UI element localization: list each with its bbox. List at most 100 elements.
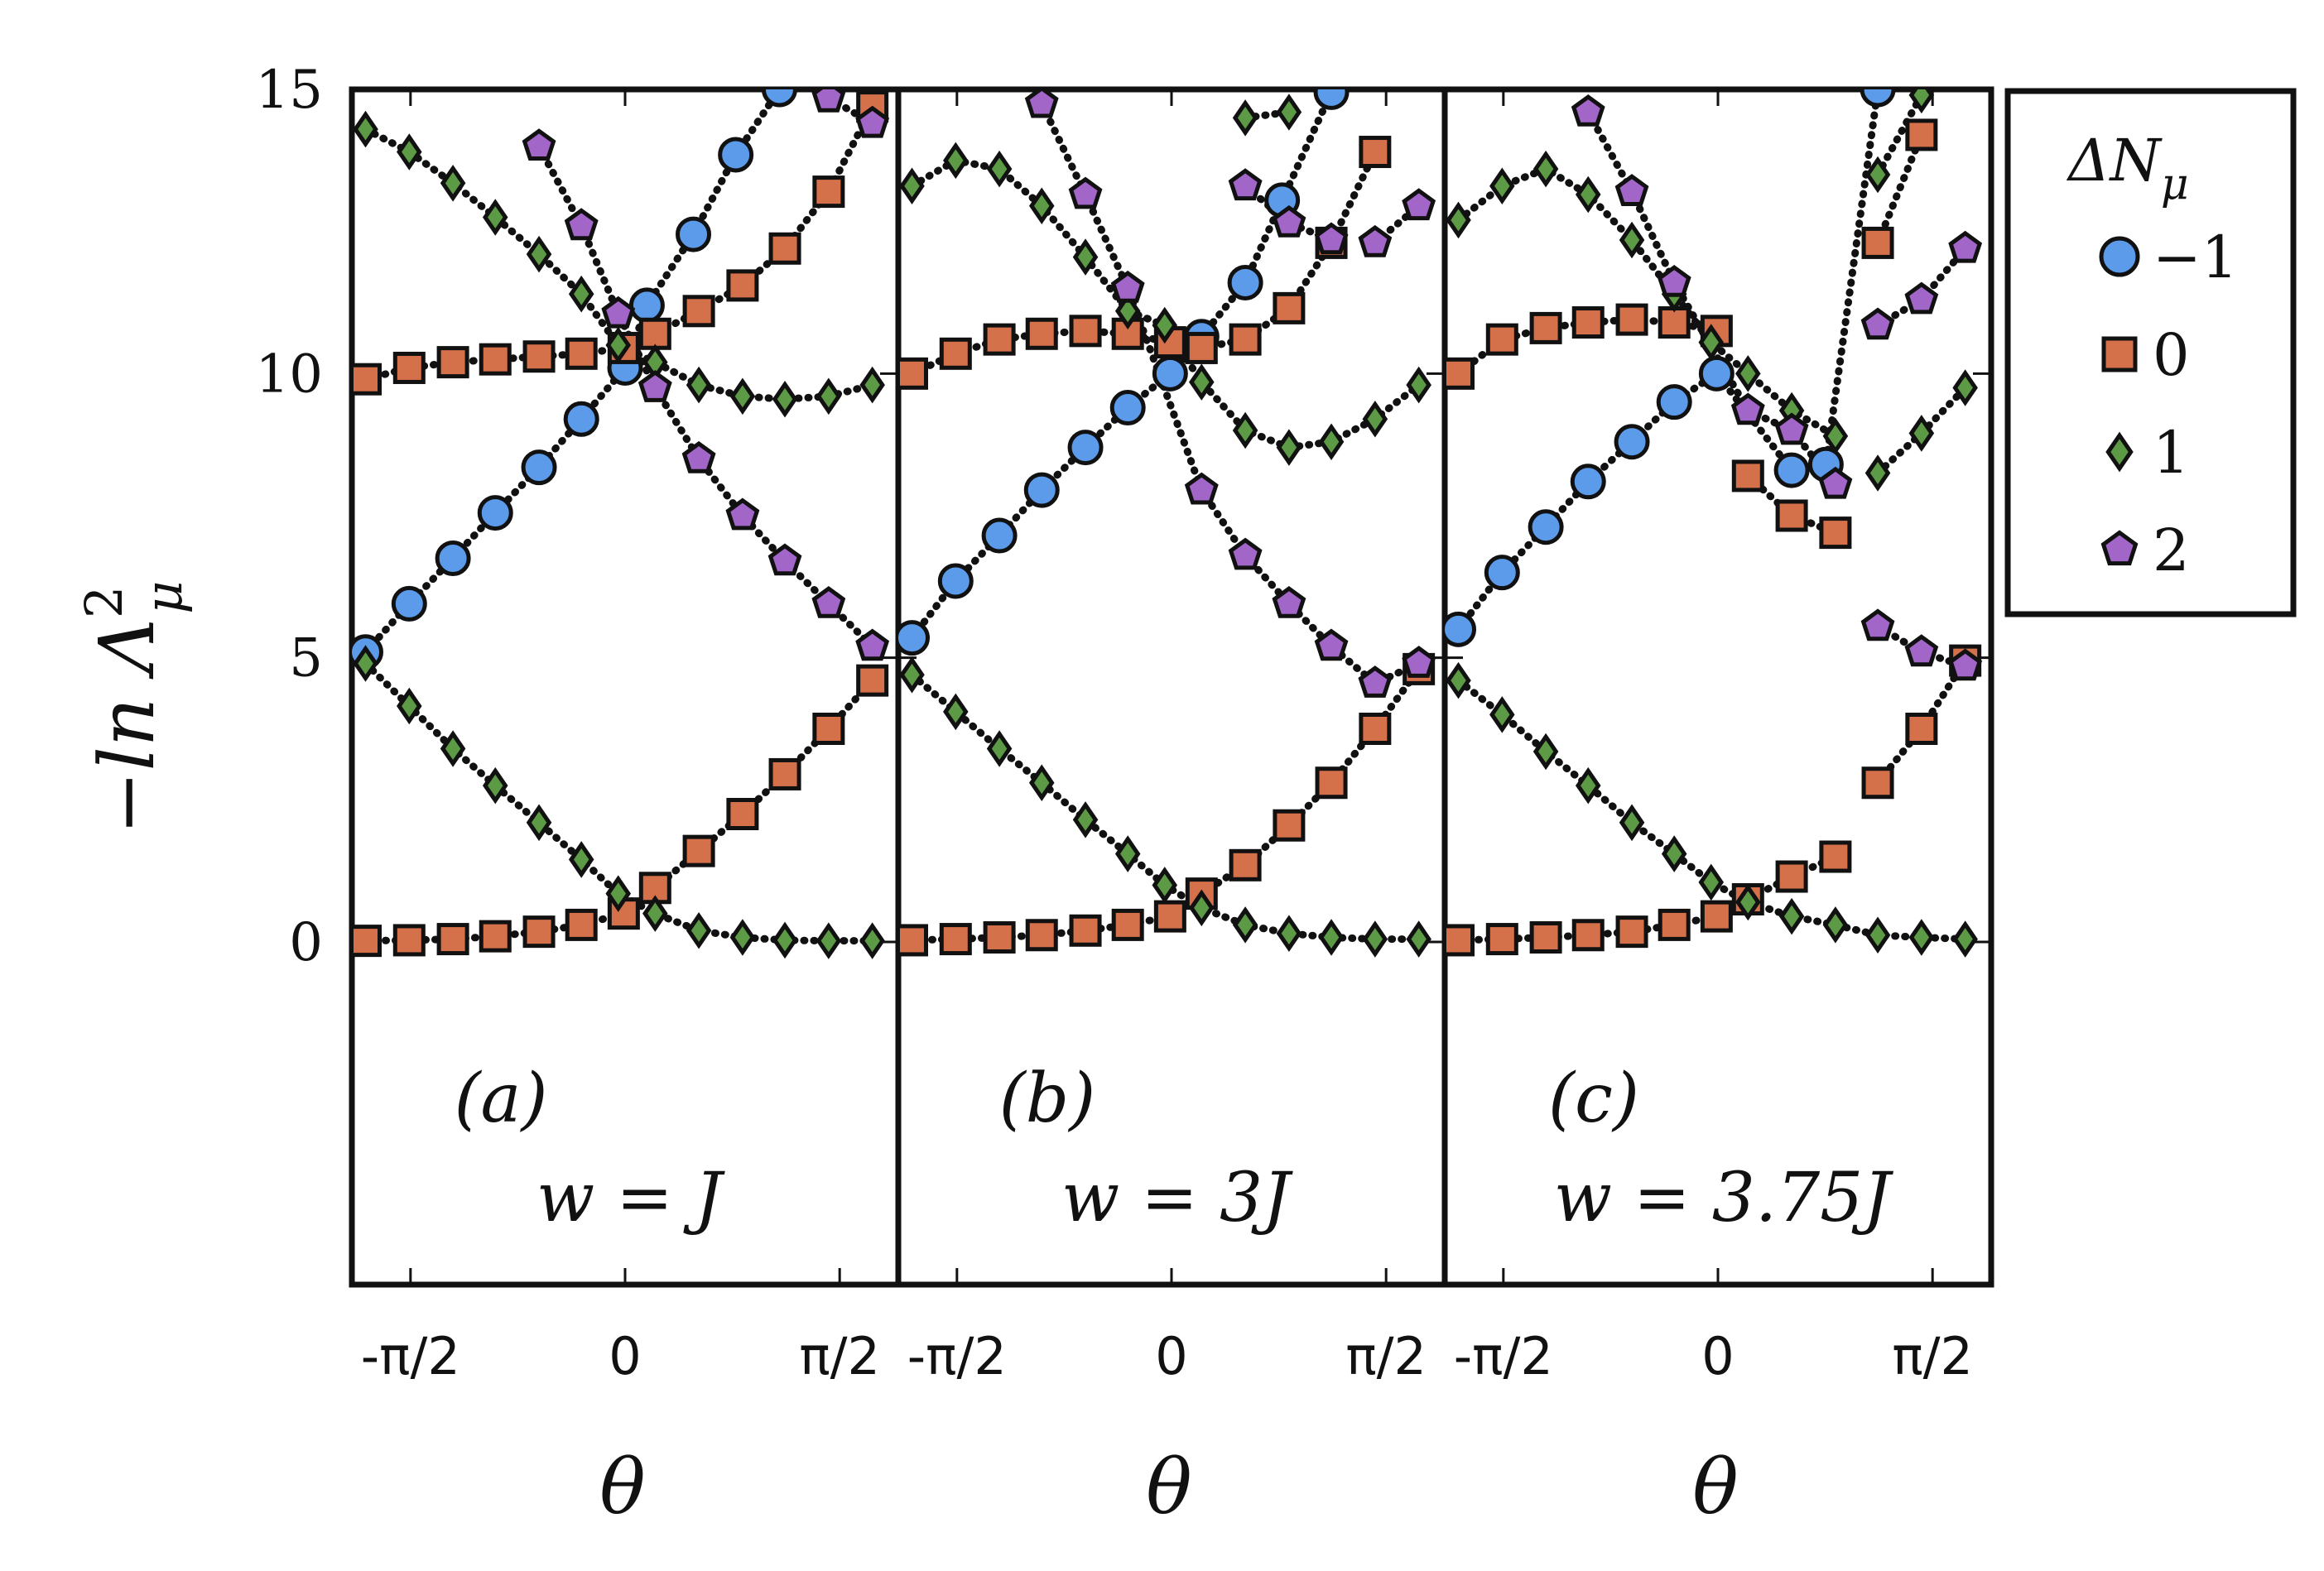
data-point-diamond bbox=[568, 841, 594, 878]
data-point-diamond bbox=[1276, 94, 1302, 131]
legend-marker-square bbox=[2101, 336, 2138, 372]
data-point-square bbox=[1819, 516, 1852, 550]
data-point-circle bbox=[1570, 464, 1606, 500]
data-point-diamond bbox=[1864, 156, 1891, 194]
data-point-pentagon bbox=[638, 370, 672, 402]
data-point-diamond bbox=[440, 165, 466, 202]
data-point-diamond bbox=[1114, 835, 1141, 872]
data-point-pentagon bbox=[1571, 94, 1605, 127]
legend-entry: 0 bbox=[2101, 321, 2190, 389]
x-tick-label: π/2 bbox=[1345, 1326, 1427, 1386]
data-point-pentagon bbox=[1228, 537, 1263, 570]
data-point-circle bbox=[1484, 555, 1520, 591]
data-point-circle bbox=[1109, 390, 1146, 426]
y-tick-label: 10 bbox=[256, 344, 323, 405]
data-point-diamond bbox=[1822, 417, 1849, 455]
data-point-diamond bbox=[1276, 915, 1302, 952]
data-point-circle bbox=[563, 401, 599, 437]
data-point-diamond bbox=[1735, 355, 1761, 392]
data-point-pentagon bbox=[1774, 412, 1809, 445]
data-point-square bbox=[565, 337, 598, 370]
data-point-pentagon bbox=[1730, 392, 1765, 425]
panel-parameter: w = 3.75J bbox=[1554, 1159, 1894, 1237]
panel-data bbox=[898, 89, 1436, 958]
data-point-diamond bbox=[943, 693, 969, 731]
data-point-pentagon bbox=[1024, 89, 1059, 118]
data-point-pentagon bbox=[1904, 634, 1939, 667]
data-point-pentagon bbox=[811, 89, 846, 113]
data-point-diamond bbox=[1318, 919, 1345, 956]
panel-parameter: w = J bbox=[536, 1159, 725, 1237]
data-point-diamond bbox=[1232, 99, 1258, 137]
legend-entries: −1 0 1 2 bbox=[2099, 223, 2238, 584]
data-point-circle bbox=[1067, 430, 1104, 466]
data-point-pentagon bbox=[1358, 665, 1393, 698]
data-point-square bbox=[1571, 306, 1605, 339]
data-point-diamond bbox=[1318, 423, 1345, 461]
x-tick-label: -π/2 bbox=[361, 1326, 460, 1386]
legend-frame bbox=[2004, 88, 2297, 617]
data-point-square bbox=[1485, 923, 1518, 956]
panel-frame bbox=[1441, 86, 1994, 1288]
y-tick-label: 15 bbox=[256, 60, 323, 121]
data-point-pentagon bbox=[855, 105, 890, 138]
data-point-diamond bbox=[686, 366, 712, 404]
x-tick-label: π/2 bbox=[1892, 1326, 1973, 1386]
data-point-diamond bbox=[605, 326, 632, 364]
y-axis-label: −ln Λ2μ bbox=[74, 580, 194, 834]
plot-layer: -π/2 0 π/2 0 5 10 15 (a) w = J θ -π/2 0 π/2 (b) w = 3J… bbox=[256, 60, 1994, 1531]
data-point-circle bbox=[761, 89, 797, 108]
data-point-circle bbox=[628, 287, 665, 324]
data-point-square bbox=[768, 757, 801, 790]
data-point-square bbox=[983, 921, 1016, 954]
data-point-pentagon bbox=[1068, 176, 1103, 209]
data-point-pentagon bbox=[767, 543, 802, 576]
panel-tag: (a) bbox=[455, 1059, 548, 1138]
data-point-pentagon bbox=[564, 208, 599, 241]
dotted-curve bbox=[362, 89, 783, 656]
data-point-square bbox=[638, 317, 671, 350]
y-tick-label: 0 bbox=[289, 912, 323, 973]
x-tick-label: 0 bbox=[609, 1326, 641, 1386]
data-point-diamond bbox=[1619, 804, 1645, 842]
data-point-diamond bbox=[1446, 661, 1471, 699]
data-point-square bbox=[392, 351, 426, 384]
data-point-square bbox=[1069, 914, 1102, 947]
data-point-diamond bbox=[482, 766, 508, 805]
data-point-pentagon bbox=[1272, 204, 1306, 238]
data-point-diamond bbox=[1152, 306, 1178, 344]
data-point-square bbox=[1905, 713, 1938, 745]
data-point-diamond bbox=[353, 645, 378, 682]
data-point-square bbox=[436, 923, 469, 956]
data-point-diamond bbox=[729, 919, 756, 956]
data-point-diamond bbox=[1152, 867, 1178, 904]
data-point-pentagon bbox=[1402, 188, 1436, 221]
dotted-curve bbox=[1455, 89, 1882, 633]
data-point-pentagon bbox=[1402, 646, 1436, 678]
x-tick-label: 0 bbox=[1155, 1326, 1187, 1386]
data-point-diamond bbox=[1575, 766, 1601, 805]
data-point-pentagon bbox=[1314, 628, 1349, 661]
panel-tag: (c) bbox=[1548, 1059, 1639, 1138]
data-point-diamond bbox=[899, 656, 925, 694]
data-point-diamond bbox=[353, 110, 378, 148]
data-point-pentagon bbox=[1904, 281, 1939, 315]
data-point-square bbox=[479, 343, 512, 376]
data-point-diamond bbox=[986, 730, 1013, 767]
data-point-diamond bbox=[1908, 89, 1935, 114]
data-point-diamond bbox=[568, 275, 594, 313]
legend-label: −1 bbox=[2153, 223, 2238, 291]
data-point-pentagon bbox=[1110, 270, 1145, 303]
data-point-square bbox=[522, 915, 556, 949]
data-point-square bbox=[812, 175, 845, 209]
data-point-diamond bbox=[526, 235, 552, 273]
panel-c: -π/2 0 π/2 (c) w = 3.75J θ bbox=[1441, 86, 1994, 1531]
data-point-square bbox=[1229, 323, 1262, 356]
data-point-diamond bbox=[1575, 175, 1601, 214]
x-axis-label: θ bbox=[599, 1443, 645, 1531]
data-point-circle bbox=[937, 563, 974, 599]
data-point-diamond bbox=[1661, 835, 1687, 872]
data-point-square bbox=[1445, 924, 1475, 957]
data-point-circle bbox=[898, 620, 930, 656]
data-point-pentagon bbox=[1272, 586, 1306, 618]
